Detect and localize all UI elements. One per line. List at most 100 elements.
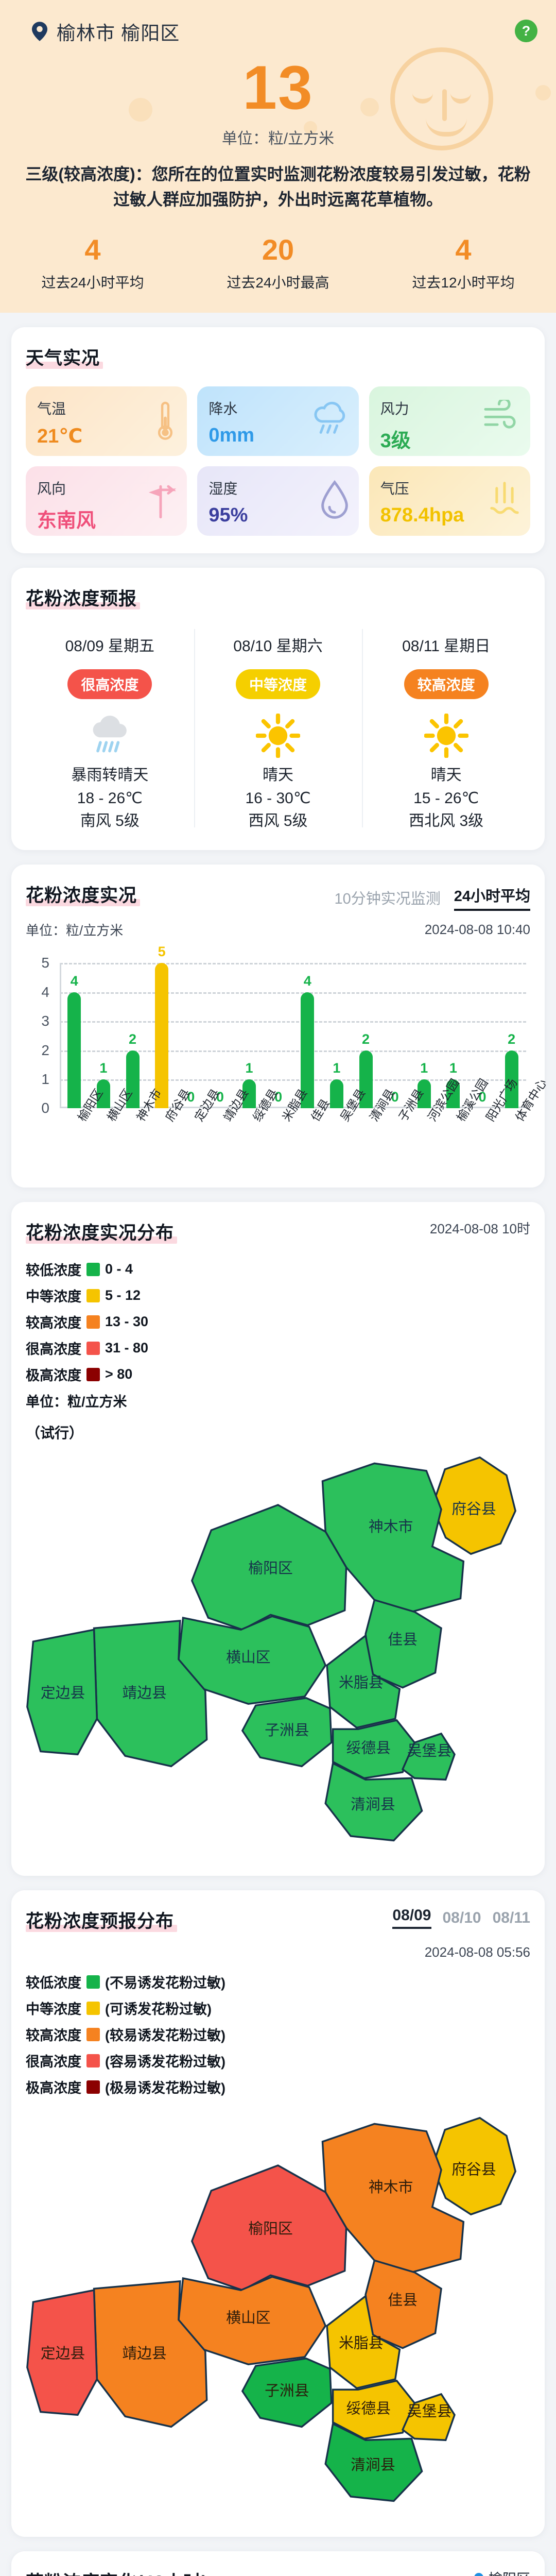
map-label-绥德县: 绥德县 [346,1740,391,1757]
forecast-map-header: 花粉浓度预报分布 08/09 08/10 08/11 [26,1907,530,1936]
bar-value: 5 [158,944,166,960]
bar-value: 1 [99,1060,108,1076]
legend-row-3: 很高浓度 31 - 80 [26,1338,530,1358]
weather-cell-value: 3级 [380,430,411,452]
map-region-米脂县[interactable] [326,1634,401,1729]
legend-value: 13 - 30 [105,1314,149,1330]
map-region-吴堡县[interactable] [401,2393,456,2442]
weather-card: 天气实况 气温 21℃ 降水 0mm 风力 3级 风向 东南风 湿度 95% 气压 878.4hpa [11,327,545,554]
decor-blob [304,121,317,134]
map-region-榆阳区[interactable] [190,1504,348,1631]
trend-title-wrap: 花粉浓度变化(48小时) [26,2568,208,2576]
pollen-bar-chart: 0 1 2 3 4 5 4 1 2 5 0 0 1 0 4 1 2 0 1 1 0 2 榆阳区 横山区 神木市 府谷县 定边县 靖边县… [26,944,549,1170]
live-pollen-card: 花粉浓度实况 10分钟实况监测 24小时平均 单位：粒/立方米 2024-08-… [11,865,549,1188]
forecast-day-2[interactable]: 08/11 星期日 较高浓度 晴天 15 - 26℃ 西北风 3级 [362,626,530,833]
hero-stats: 4 过去24小时平均 20 过去24小时最高 4 过去12小时平均 [0,235,556,292]
bar-slot[interactable]: 1 [322,963,352,1109]
live-header: 花粉浓度实况 10分钟实况监测 24小时平均 [26,881,530,911]
map-label-米脂县: 米脂县 [339,1675,383,1691]
legend-value: 5 - 12 [105,1287,141,1303]
bar [67,992,81,1109]
legend-name: 中等浓度 [26,1289,81,1305]
bar-series: 4 1 2 5 0 0 1 0 4 1 2 0 1 1 0 2 [60,944,526,1109]
tab-10min-live[interactable]: 10分钟实况监测 [334,891,441,908]
map-region-子洲县[interactable] [241,2358,333,2428]
trend-legend-label: 榆阳区 [489,2568,530,2576]
legend-name: 极高浓度 [26,2080,81,2096]
map-region-米脂县[interactable] [326,2295,401,2389]
location-name: 榆林市 榆阳区 [57,23,180,44]
map-region-吴堡县[interactable] [401,1733,456,1781]
forecast-day-0[interactable]: 08/09 星期五 很高浓度 暴雨转晴天 18 - 26℃ 南风 5级 [26,626,194,833]
weather-cell-label: 降水 [208,401,238,417]
bar-slot[interactable]: 1 [410,963,439,1109]
location-bar[interactable]: 榆林市 榆阳区 [0,18,556,45]
y-axis-line [60,963,61,1109]
forecast-tab-0811[interactable]: 08/11 [492,1909,530,1926]
bar [301,992,315,1109]
forecast-day-1[interactable]: 08/10 星期六 中等浓度 晴天 16 - 30℃ 西风 5级 [194,626,362,833]
forecast-temp: 18 - 26℃ [77,789,143,807]
bar-slot[interactable]: 0 [380,963,410,1108]
map-label-府谷县: 府谷县 [451,2162,496,2178]
pollen-forecast-card: 花粉浓度预报 08/09 星期五 很高浓度 暴雨转晴天 18 - 26℃ 南风 5级 08… [11,568,545,851]
x-label: 定边县 [192,1087,222,1124]
legend-row-4: 极高浓度 > 80 [26,1364,530,1384]
bar-slot[interactable]: 0 [468,963,497,1108]
bar-slot[interactable]: 1 [439,963,468,1109]
bar-slot[interactable]: 4 [60,963,89,1109]
map-label-神木市: 神木市 [369,2179,413,2196]
tab-24h-average[interactable]: 24小时平均 [454,884,530,911]
legend-value: (极易诱发花粉过敏) [105,2080,225,2096]
map-label-神木市: 神木市 [369,1519,413,1535]
bar-slot[interactable]: 1 [235,963,264,1109]
map-region-定边县[interactable] [26,1629,98,1756]
bar-slot[interactable]: 2 [118,963,147,1109]
pollen-unit: 单位：粒/立方米 [221,130,335,147]
map-label-靖边县: 靖边县 [122,1685,166,1702]
forecast-date-tabs[interactable]: 08/09 08/10 08/11 [392,1907,530,1929]
bar-value: 1 [449,1060,457,1076]
bar-slot[interactable]: 1 [89,963,118,1109]
bar [446,1079,460,1109]
map-region-靖边县[interactable] [93,2280,208,2428]
map-label-吴堡县: 吴堡县 [407,2404,451,2420]
forecast-map[interactable]: 府谷县 神木市 榆阳区 佳县 横山区 米脂县 靖边县 子洲县 绥德县 吴堡县 清涧县 定边县 [26,2103,530,2519]
weather-cell-0: 气温 21℃ [26,386,187,456]
map-region-子洲县[interactable] [241,1697,333,1768]
live-tabs[interactable]: 10分钟实况监测 24小时平均 [334,881,530,911]
map-region-榆阳区[interactable] [190,2164,348,2292]
bar-slot[interactable]: 2 [497,963,526,1109]
live-map-title-wrap: 花粉浓度实况分布 [26,1218,178,1245]
stat-label: 过去12小时平均 [412,275,515,291]
live-map-title: 花粉浓度实况分布 [26,1223,175,1244]
live-map-unit: 单位：粒/立方米 [26,1394,127,1410]
bar-slot[interactable]: 5 [147,944,177,1109]
sun-icon [364,713,528,759]
bar-slot[interactable]: 4 [293,963,322,1109]
wind-icon [483,398,522,433]
forecast-columns: 08/09 星期五 很高浓度 暴雨转晴天 18 - 26℃ 南风 5级 08/10 星期六… [26,626,530,833]
bar-slot[interactable]: 2 [351,963,380,1109]
legend-row-2: 较高浓度 (较易诱发花粉过敏) [26,2024,530,2044]
forecast-tab-0809[interactable]: 08/09 [392,1907,431,1929]
map-region-清涧县[interactable] [324,2422,423,2502]
forecast-tab-0810[interactable]: 08/10 [442,1909,481,1926]
map-region-靖边县[interactable] [93,1620,208,1768]
weather-grid: 气温 21℃ 降水 0mm 风力 3级 风向 东南风 湿度 95% 气压 878.4hpa [26,386,530,536]
bar-slot[interactable]: 0 [264,963,293,1108]
trend-card: 花粉浓度变化(48小时) 榆阳区 单位：粒/立方米 01122334455900… [11,2551,545,2576]
barometer-icon [487,480,522,520]
legend-swatch [86,2080,100,2094]
forecast-weather: 暴雨转晴天 [71,767,149,784]
bar-slot[interactable]: 0 [205,963,235,1108]
live-map[interactable]: 府谷县 神木市 榆阳区 佳县 横山区 米脂县 靖边县 子洲县 绥德县 吴堡县 清涧县 定边县 [26,1443,530,1858]
legend-value: (不易诱发花粉过敏) [105,1975,225,1991]
map-region-清涧县[interactable] [324,1762,423,1842]
bar-slot[interactable]: 0 [177,963,206,1108]
map-region-定边县[interactable] [26,2289,98,2416]
forecast-level-badge: 中等浓度 [236,669,321,700]
help-button[interactable]: ? [515,20,537,42]
